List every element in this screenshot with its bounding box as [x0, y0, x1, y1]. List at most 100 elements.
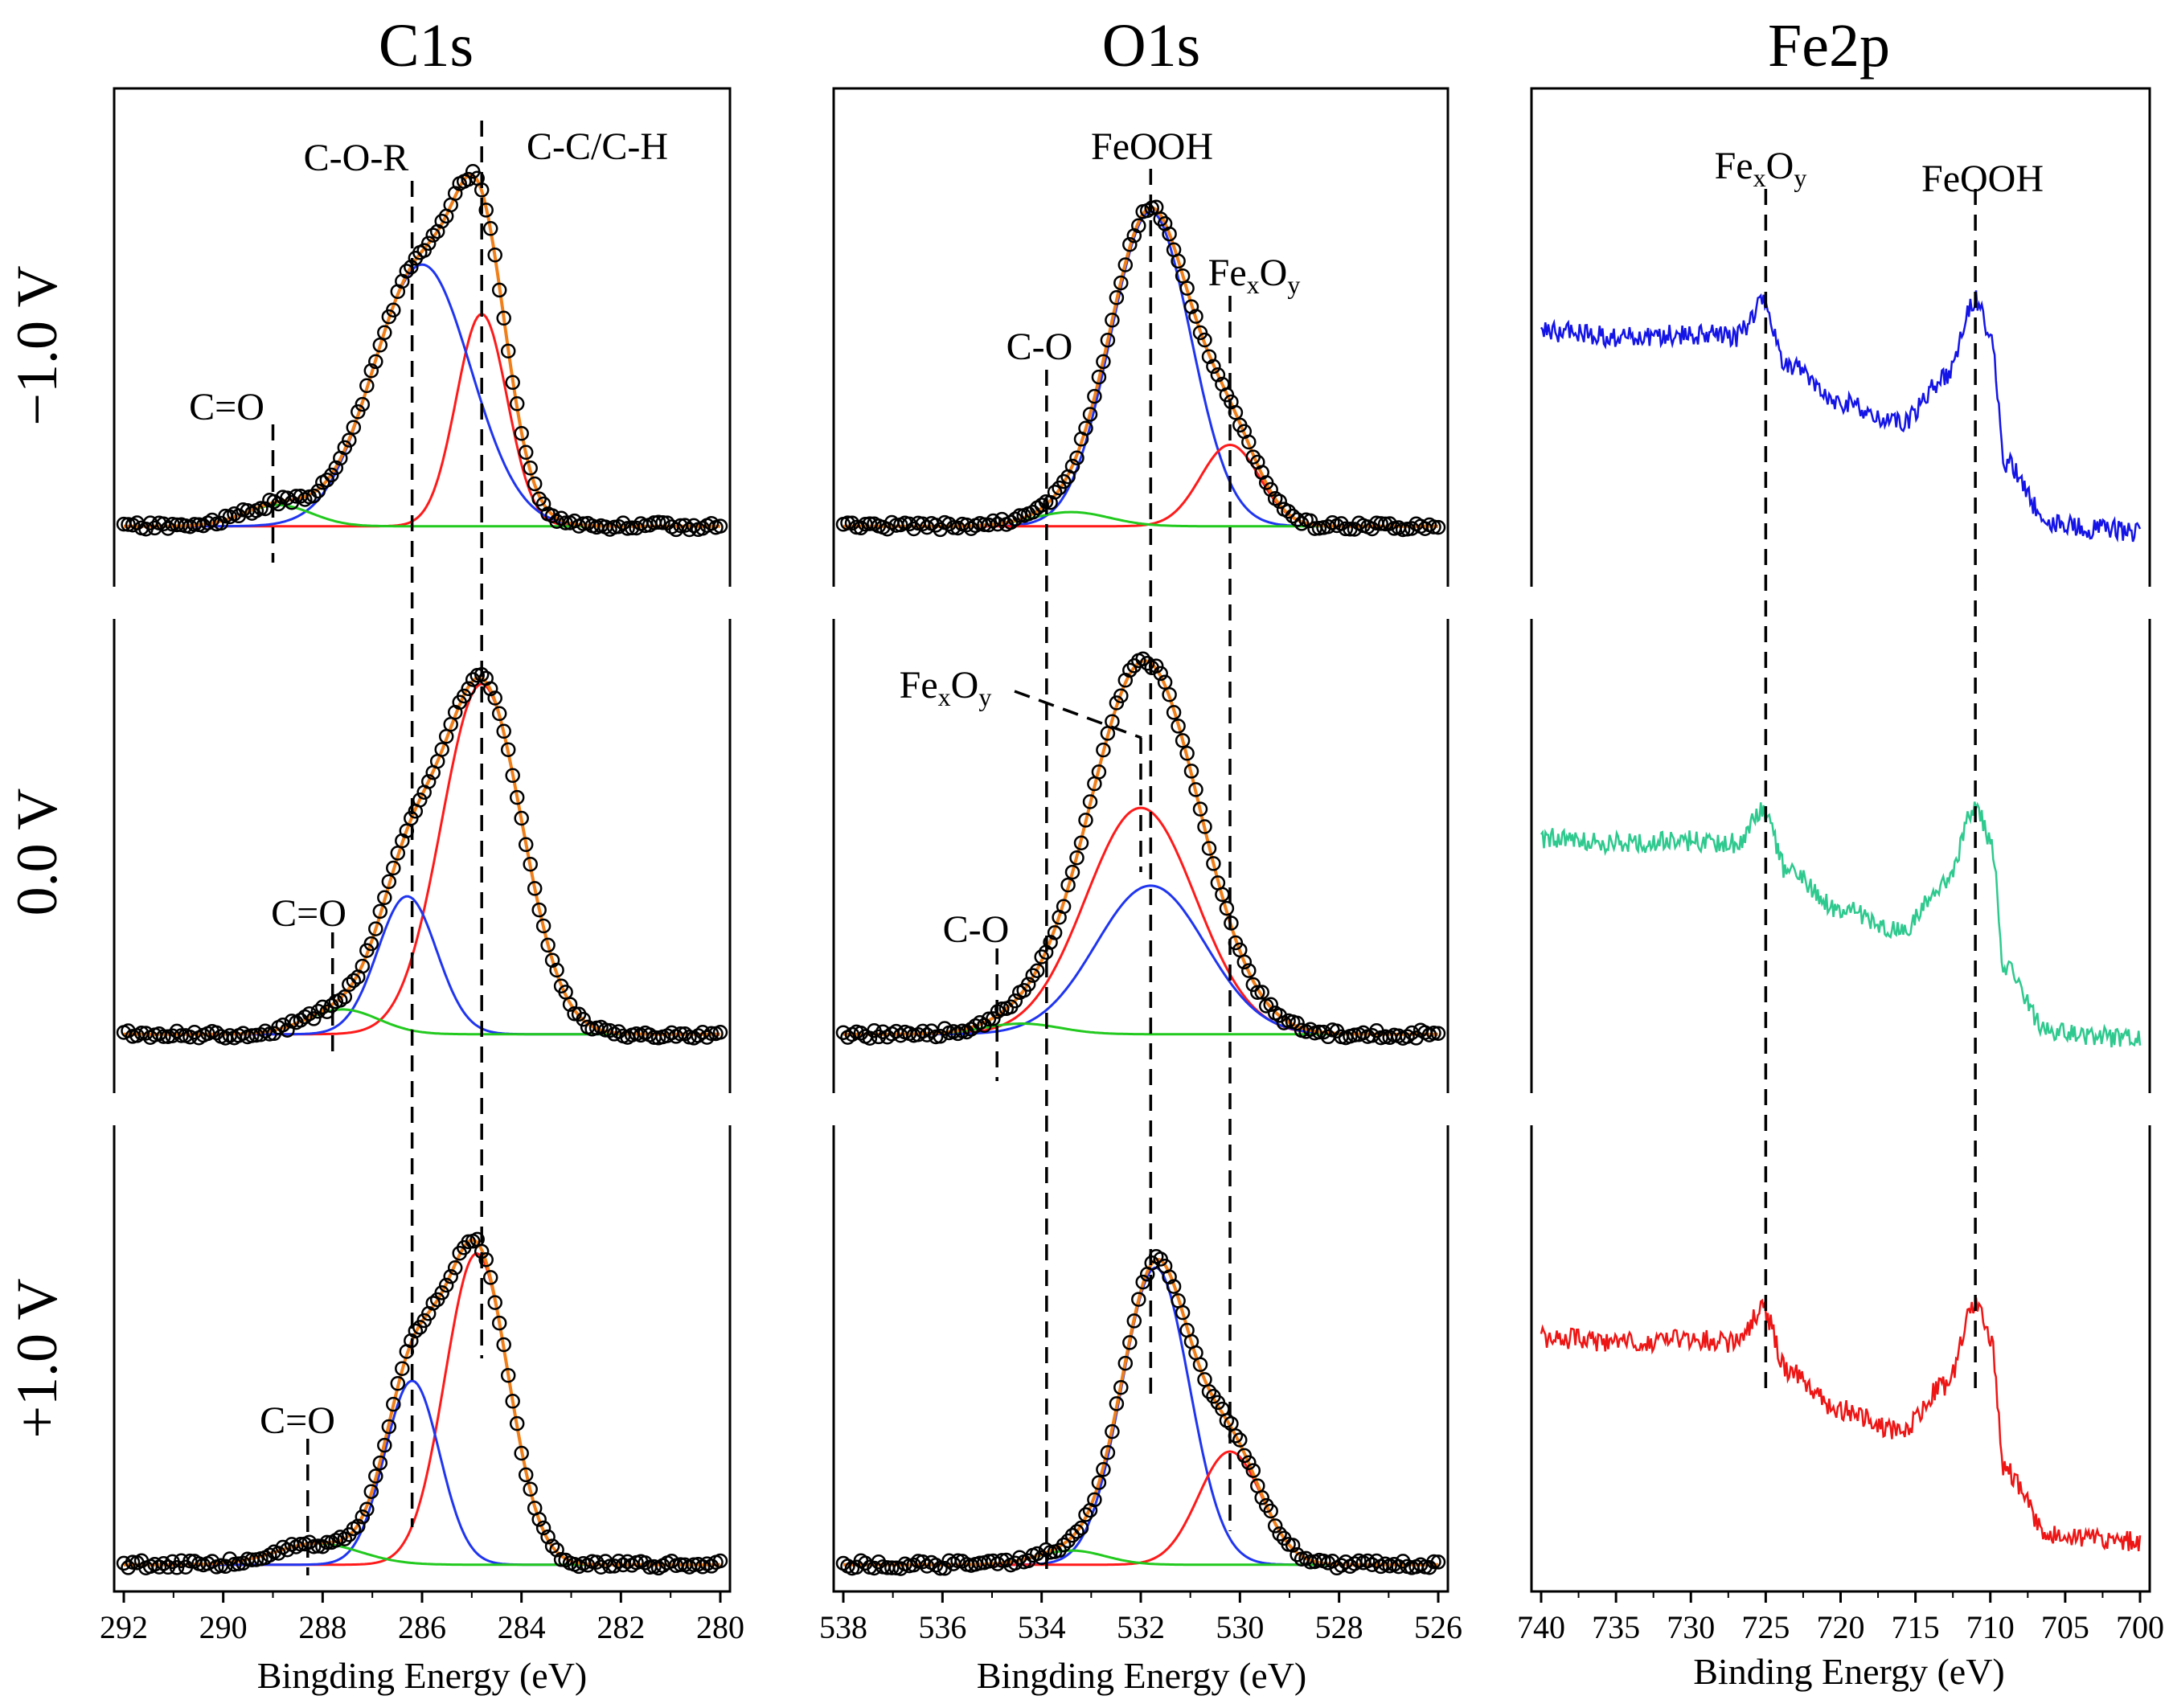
- data-point: [1069, 1524, 1084, 1539]
- fe2p-spectrum-neg1: [1540, 290, 2142, 543]
- data-point: [337, 440, 353, 456]
- data-point: [244, 1028, 260, 1043]
- data-point: [1096, 354, 1111, 370]
- data-point: [1241, 434, 1257, 450]
- x-tick-label: 725: [1741, 1609, 1790, 1645]
- data-point: [500, 343, 516, 358]
- x-tick-label: 288: [298, 1609, 346, 1645]
- data-point: [1272, 494, 1287, 510]
- data-point: [549, 962, 564, 978]
- data-point: [703, 515, 720, 531]
- data-point: [1263, 1503, 1278, 1519]
- data-point: [509, 789, 525, 805]
- data-point: [1175, 1305, 1191, 1321]
- data-point: [434, 742, 449, 757]
- data-point: [1183, 764, 1199, 779]
- o1s-plot-area: [835, 169, 1446, 1576]
- data-point: [1162, 1269, 1177, 1284]
- data-point: [1171, 253, 1186, 269]
- data-point: [351, 404, 366, 420]
- data-point: [937, 1021, 953, 1036]
- data-point: [461, 171, 476, 187]
- data-point: [1294, 516, 1310, 531]
- data-point: [253, 501, 269, 516]
- data-point: [500, 1367, 516, 1383]
- data-point: [1087, 388, 1102, 404]
- data-point: [1117, 1355, 1134, 1371]
- data-point: [915, 1554, 930, 1570]
- data-point: [544, 1538, 560, 1554]
- data-point: [1290, 1547, 1305, 1563]
- data-point: [1281, 503, 1296, 519]
- data-point: [328, 460, 344, 476]
- data-point: [523, 1481, 538, 1497]
- x-tick-label: 286: [398, 1609, 446, 1645]
- row-label-neg1: −1.0 V: [5, 265, 69, 425]
- data-point: [496, 723, 511, 739]
- spectrum-row: [835, 651, 1446, 1046]
- data-point: [1069, 850, 1084, 866]
- data-point: [540, 937, 556, 953]
- x-tick-label: 705: [2041, 1609, 2089, 1645]
- data-point: [1122, 1335, 1138, 1350]
- data-point: [1232, 1432, 1248, 1448]
- data-point: [355, 396, 371, 412]
- data-point: [514, 810, 529, 826]
- data-point: [1047, 925, 1063, 940]
- data-point: [487, 690, 502, 706]
- fexoy-fe: Fe: [900, 664, 938, 707]
- data-point: [1263, 997, 1278, 1013]
- data-point: [531, 1512, 547, 1527]
- data-point: [1025, 968, 1040, 983]
- data-point: [981, 517, 997, 533]
- data-point: [1241, 963, 1257, 978]
- data-point: [420, 236, 437, 251]
- data-point: [368, 354, 383, 370]
- data-point: [182, 1553, 198, 1569]
- fe2p-x-axis: 740 735 730 725 720 715 710 705 700: [1517, 587, 2164, 1645]
- x-tick-label: 282: [597, 1609, 645, 1645]
- data-point: [1267, 1518, 1283, 1534]
- data-point: [1206, 358, 1221, 375]
- data-point: [673, 1026, 688, 1042]
- data-point: [1034, 949, 1049, 965]
- spectrum-row: [116, 667, 728, 1046]
- data-point: [1056, 1537, 1072, 1553]
- o1s-zero-label-fexoy: FexOy: [900, 664, 992, 711]
- data-point: [1219, 900, 1235, 916]
- row-label-pos1: +1.0 V: [5, 1278, 69, 1438]
- data-point: [1078, 420, 1093, 436]
- spectrum-row: [116, 1231, 728, 1576]
- x-tick-label: 534: [1018, 1609, 1066, 1645]
- data-point: [381, 874, 397, 890]
- data-point: [1382, 516, 1397, 531]
- data-point: [420, 774, 437, 789]
- x-tick-label: 530: [1216, 1609, 1264, 1645]
- data-point: [699, 1030, 715, 1045]
- data-point: [425, 227, 441, 243]
- data-point: [562, 997, 578, 1012]
- data-point: [655, 515, 670, 530]
- data-point: [540, 1529, 556, 1545]
- fe2p-label-fexoy: FexOy: [1715, 145, 1807, 192]
- data-point: [1250, 985, 1265, 1000]
- data-point: [915, 1023, 930, 1039]
- data-point: [377, 890, 392, 906]
- data-point: [461, 681, 476, 697]
- data-point: [342, 977, 357, 993]
- data-point: [1426, 519, 1441, 535]
- data-point: [933, 1029, 948, 1044]
- data-point: [1153, 211, 1168, 227]
- x-tick-label: 526: [1414, 1609, 1462, 1645]
- data-point: [491, 282, 507, 298]
- data-point: [1025, 505, 1040, 520]
- fe2p-label-feooh: FeOOH: [1921, 158, 2044, 200]
- data-point: [487, 247, 502, 263]
- row-divider-gap: [1445, 1093, 1450, 1125]
- fexoy-fe: Fe: [1208, 252, 1247, 294]
- data-point: [491, 706, 507, 722]
- data-point: [363, 362, 379, 379]
- data-point: [377, 1437, 392, 1453]
- data-point: [1113, 275, 1129, 291]
